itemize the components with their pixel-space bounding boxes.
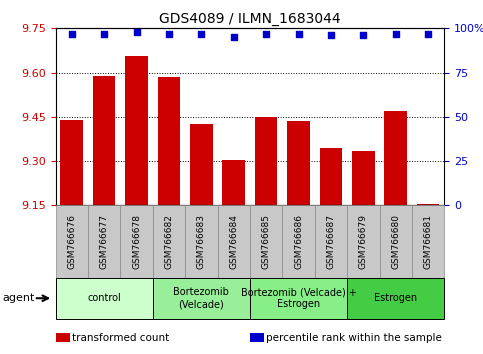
FancyBboxPatch shape <box>315 205 347 278</box>
Text: GSM766682: GSM766682 <box>164 214 173 269</box>
Bar <box>352 151 375 205</box>
Text: percentile rank within the sample: percentile rank within the sample <box>266 332 442 343</box>
Text: GSM766683: GSM766683 <box>197 214 206 269</box>
FancyBboxPatch shape <box>153 278 250 319</box>
Bar <box>250 333 264 342</box>
FancyBboxPatch shape <box>283 205 315 278</box>
Point <box>100 31 108 36</box>
Point <box>230 34 238 40</box>
FancyBboxPatch shape <box>56 278 153 319</box>
FancyBboxPatch shape <box>412 205 444 278</box>
Text: GSM766686: GSM766686 <box>294 214 303 269</box>
Text: Bortezomib (Velcade) +
Estrogen: Bortezomib (Velcade) + Estrogen <box>241 287 356 309</box>
Text: GSM766678: GSM766678 <box>132 214 141 269</box>
Point <box>165 31 173 36</box>
Text: GSM766676: GSM766676 <box>67 214 76 269</box>
FancyBboxPatch shape <box>185 205 217 278</box>
FancyBboxPatch shape <box>153 205 185 278</box>
Text: GSM766681: GSM766681 <box>424 214 433 269</box>
FancyBboxPatch shape <box>250 205 283 278</box>
Bar <box>157 77 180 205</box>
FancyBboxPatch shape <box>347 205 380 278</box>
Bar <box>287 121 310 205</box>
Bar <box>222 160 245 205</box>
Point <box>68 31 76 36</box>
Point <box>392 31 399 36</box>
Bar <box>56 333 70 342</box>
Text: control: control <box>87 293 121 303</box>
Bar <box>60 120 83 205</box>
Text: GSM766684: GSM766684 <box>229 214 238 269</box>
FancyBboxPatch shape <box>380 205 412 278</box>
Point <box>359 33 367 38</box>
Text: transformed count: transformed count <box>72 332 169 343</box>
Point <box>133 29 141 35</box>
Title: GDS4089 / ILMN_1683044: GDS4089 / ILMN_1683044 <box>159 12 341 26</box>
FancyBboxPatch shape <box>56 205 88 278</box>
Bar <box>320 148 342 205</box>
Point <box>262 31 270 36</box>
Text: agent: agent <box>2 293 35 303</box>
Text: GSM766677: GSM766677 <box>99 214 109 269</box>
FancyBboxPatch shape <box>347 278 444 319</box>
Bar <box>93 75 115 205</box>
Text: GSM766685: GSM766685 <box>262 214 270 269</box>
Point <box>424 31 432 36</box>
Text: Estrogen: Estrogen <box>374 293 417 303</box>
Point <box>295 31 302 36</box>
Bar <box>190 124 213 205</box>
Bar <box>125 56 148 205</box>
Text: Bortezomib
(Velcade): Bortezomib (Velcade) <box>173 287 229 309</box>
Text: GSM766687: GSM766687 <box>327 214 336 269</box>
FancyBboxPatch shape <box>120 205 153 278</box>
Bar <box>417 204 440 205</box>
FancyBboxPatch shape <box>217 205 250 278</box>
Bar <box>384 111 407 205</box>
FancyBboxPatch shape <box>250 278 347 319</box>
FancyBboxPatch shape <box>88 205 120 278</box>
Bar <box>255 117 278 205</box>
Text: GSM766679: GSM766679 <box>359 214 368 269</box>
Point <box>198 31 205 36</box>
Text: GSM766680: GSM766680 <box>391 214 400 269</box>
Point <box>327 33 335 38</box>
